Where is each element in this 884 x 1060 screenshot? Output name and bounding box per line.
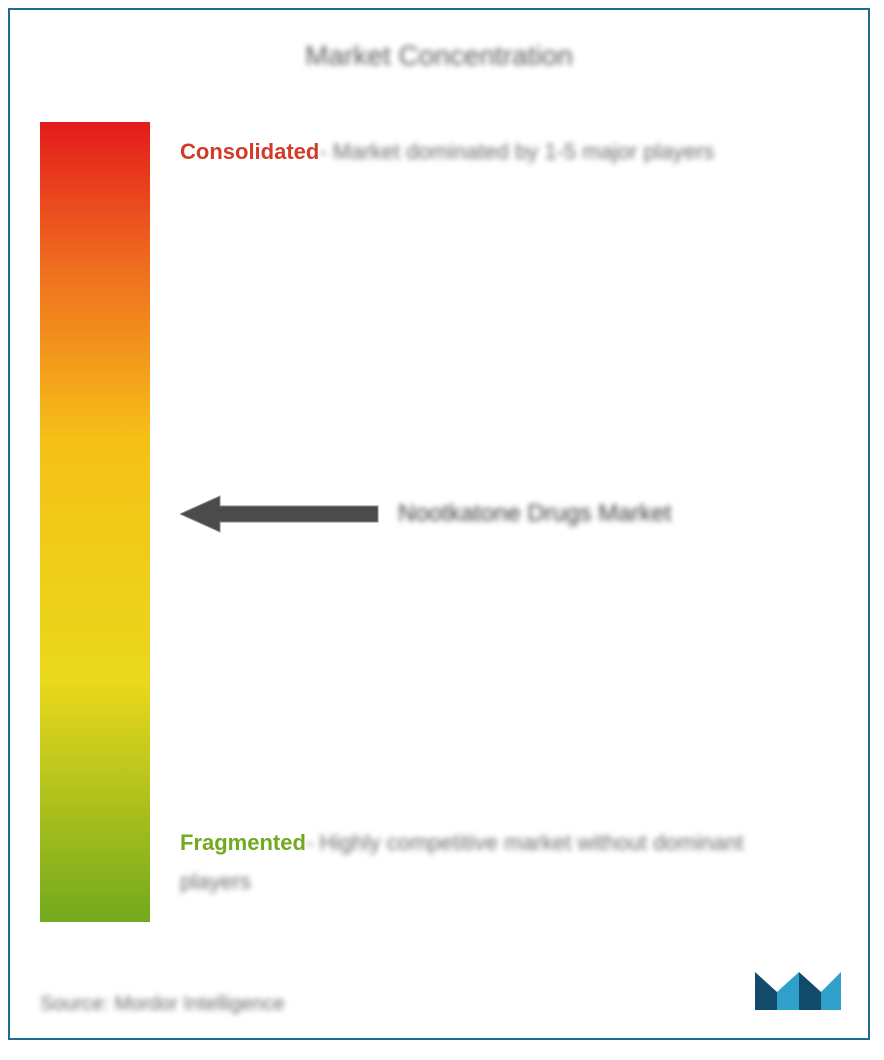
arrow-left-icon <box>180 493 380 535</box>
infographic-container: Market Concentration Consolidated- Ma <box>8 8 870 1040</box>
labels-column: Consolidated- Market dominated by 1-5 ma… <box>180 122 838 922</box>
logo-icon <box>753 960 843 1015</box>
chart-title: Market Concentration <box>40 40 838 72</box>
fragmented-highlight: Fragmented <box>180 830 306 855</box>
market-pointer: Nootkatone Drugs Market <box>180 492 671 535</box>
source-attribution: Source: Mordor Intelligence <box>40 993 285 1016</box>
market-name: Nootkatone Drugs Market <box>398 492 671 535</box>
content-area: Consolidated- Market dominated by 1-5 ma… <box>40 122 838 942</box>
consolidated-label: Consolidated- Market dominated by 1-5 ma… <box>180 132 808 172</box>
mordor-logo <box>753 960 843 1020</box>
consolidated-highlight: Consolidated <box>180 139 319 164</box>
fragmented-label: Fragmented- Highly competitive market wi… <box>180 823 808 902</box>
concentration-gradient-bar <box>40 122 150 922</box>
consolidated-description: - Market dominated by 1-5 major players <box>319 139 714 164</box>
gradient-svg <box>40 122 150 922</box>
